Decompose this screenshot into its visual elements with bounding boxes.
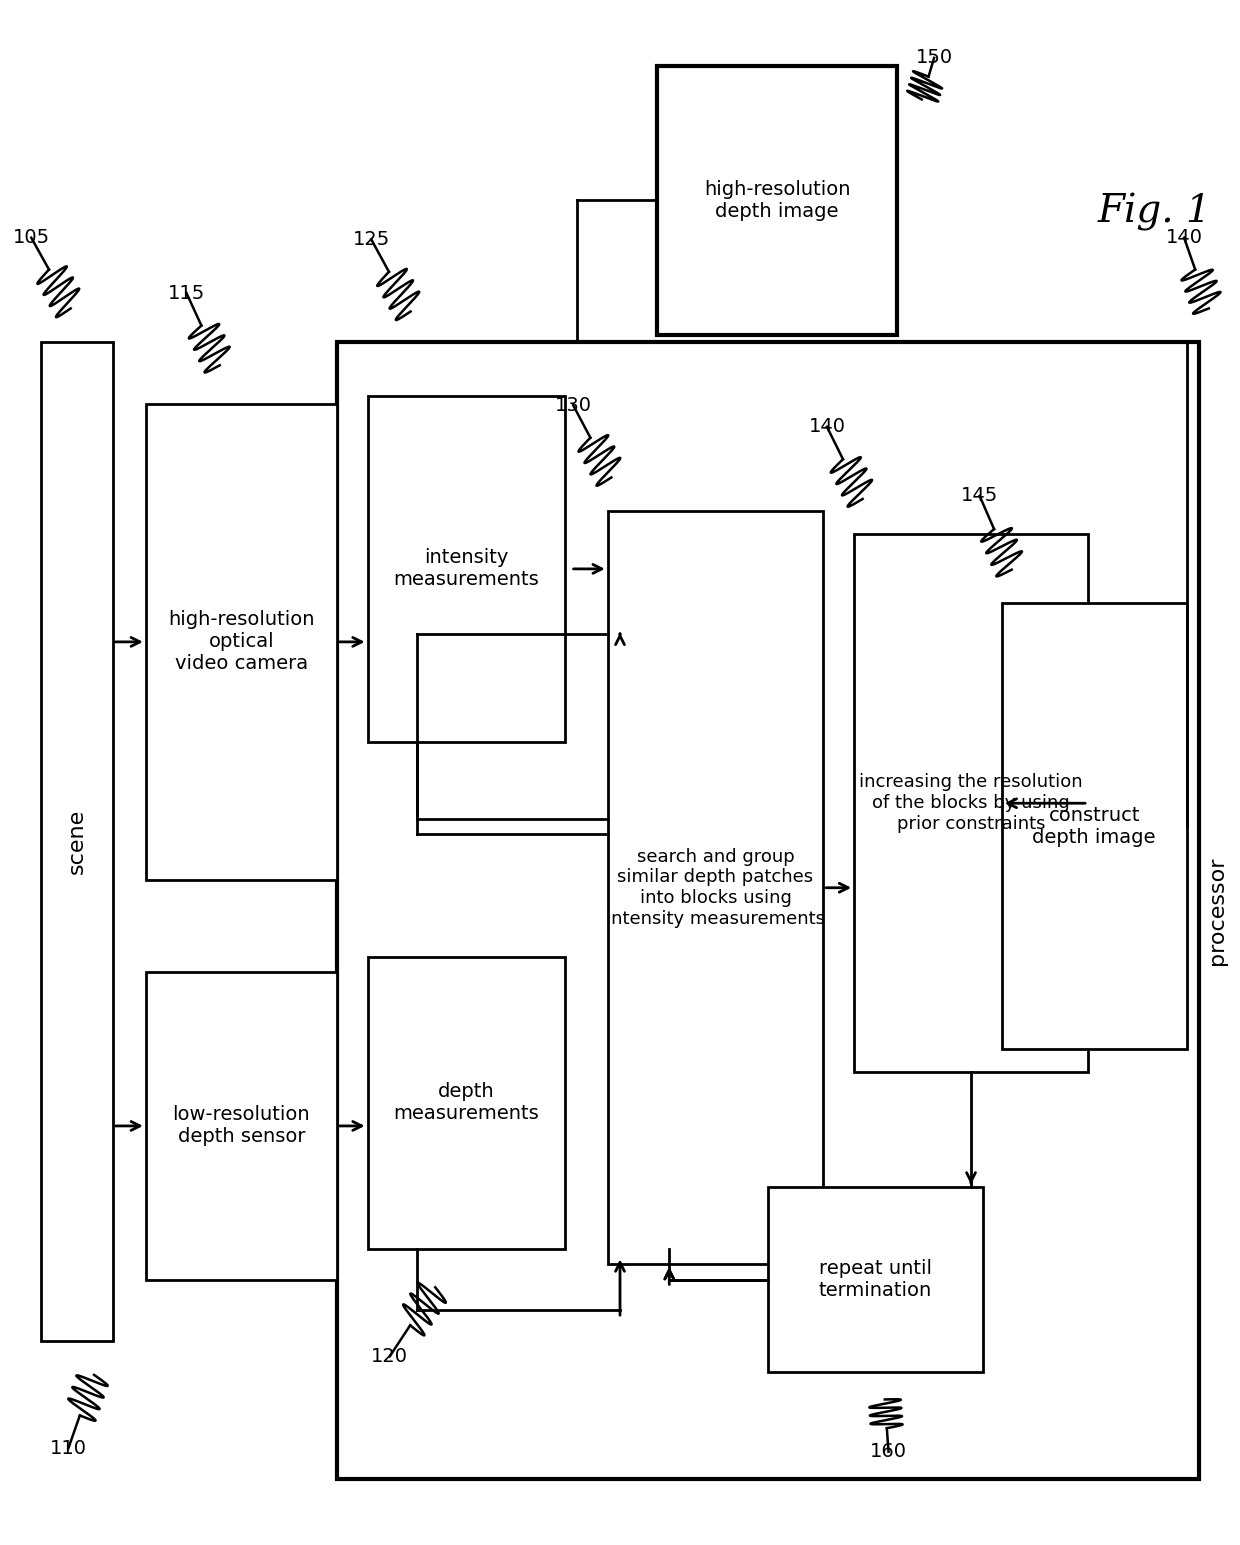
Text: depth
measurements: depth measurements (393, 1083, 539, 1123)
Bar (367, 396, 564, 742)
Text: 120: 120 (371, 1347, 408, 1366)
Text: 115: 115 (167, 284, 205, 303)
Bar (41, 343, 113, 1341)
Text: low-resolution
depth sensor: low-resolution depth sensor (172, 1105, 310, 1146)
Text: 160: 160 (870, 1441, 906, 1462)
Text: 145: 145 (961, 487, 998, 505)
Text: 105: 105 (12, 229, 50, 247)
Text: 140: 140 (1166, 229, 1203, 247)
Text: intensity
measurements: intensity measurements (393, 548, 539, 589)
Text: 140: 140 (808, 417, 846, 436)
Text: repeat until
termination: repeat until termination (818, 1259, 932, 1299)
Bar (1002, 604, 1187, 1049)
Text: 125: 125 (352, 230, 389, 249)
Text: search and group
similar depth patches
into blocks using
intensity measurements: search and group similar depth patches i… (606, 848, 825, 929)
Text: high-resolution
depth image: high-resolution depth image (704, 179, 851, 221)
Bar (367, 956, 564, 1248)
Text: 130: 130 (554, 396, 591, 414)
Bar (854, 535, 1087, 1072)
Text: 150: 150 (915, 48, 952, 68)
Text: construct
depth image: construct depth image (1033, 806, 1156, 847)
Text: processor: processor (1208, 856, 1228, 966)
Text: 110: 110 (50, 1438, 87, 1458)
Bar (608, 511, 823, 1264)
Bar (768, 1188, 983, 1372)
Text: Fig. 1: Fig. 1 (1097, 193, 1211, 230)
Bar (146, 972, 337, 1279)
Text: scene: scene (67, 810, 87, 874)
Bar (146, 403, 337, 881)
Text: increasing the resolution
of the blocks by using
prior constraints: increasing the resolution of the blocks … (859, 774, 1083, 833)
Text: high-resolution
optical
video camera: high-resolution optical video camera (167, 610, 315, 674)
Bar (657, 65, 897, 335)
Bar (337, 343, 1199, 1480)
